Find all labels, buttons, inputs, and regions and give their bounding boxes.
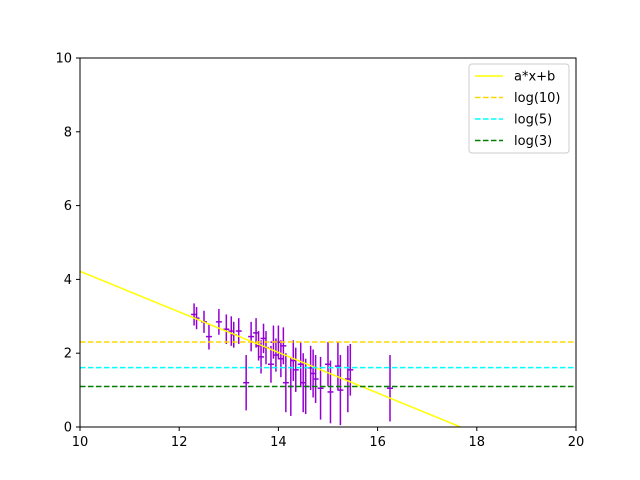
data-point: [248, 321, 255, 352]
data-point: [235, 318, 242, 344]
y-tick-label: 10: [55, 52, 72, 67]
data-point: [223, 314, 230, 344]
x-tick-label: 18: [469, 435, 486, 450]
data-point: [215, 308, 222, 335]
legend-entry: log(3): [475, 134, 552, 149]
y-tick-label: 0: [64, 421, 72, 436]
data-point: [312, 355, 319, 404]
legend-entry: a*x+b: [475, 70, 555, 85]
data-point: [267, 345, 274, 383]
data-point: [337, 355, 344, 426]
x-tick-label: 20: [568, 435, 585, 450]
y-tick-label: 2: [64, 347, 72, 362]
legend-label: log(5): [514, 113, 552, 128]
series-line-a-x-b: [80, 270, 463, 427]
plot-content: [80, 270, 576, 427]
data-point: [387, 355, 393, 422]
data-point: [243, 355, 250, 411]
data-point: [317, 356, 324, 420]
y-tick-label: 6: [64, 199, 72, 214]
x-tick-label: 16: [369, 435, 386, 450]
axis-ticks: 10 12 14 16 18 20 0 2 4 6 8 10: [55, 52, 584, 451]
legend-entry: log(5): [475, 113, 552, 128]
x-tick-label: 10: [72, 435, 89, 450]
legend-frame: [468, 63, 570, 154]
legend: a*x+b log(10) log(5) log(3): [468, 63, 570, 154]
data-point: [205, 323, 212, 350]
legend-label: a*x+b: [514, 70, 555, 85]
data-point: [282, 353, 289, 413]
legend-label: log(10): [514, 91, 561, 106]
x-tick-label: 12: [171, 435, 188, 450]
data-point: [280, 327, 287, 365]
data-point: [292, 347, 299, 392]
plot-area: [80, 270, 576, 427]
y-tick-label: 8: [64, 125, 72, 140]
data-point: [347, 343, 354, 396]
legend-label: log(3): [514, 134, 552, 149]
x-tick-label: 14: [270, 435, 287, 450]
legend-entry: log(10): [475, 91, 561, 106]
data-point: [327, 360, 334, 424]
axes-frame: [79, 57, 577, 428]
y-tick-label: 4: [64, 273, 72, 288]
